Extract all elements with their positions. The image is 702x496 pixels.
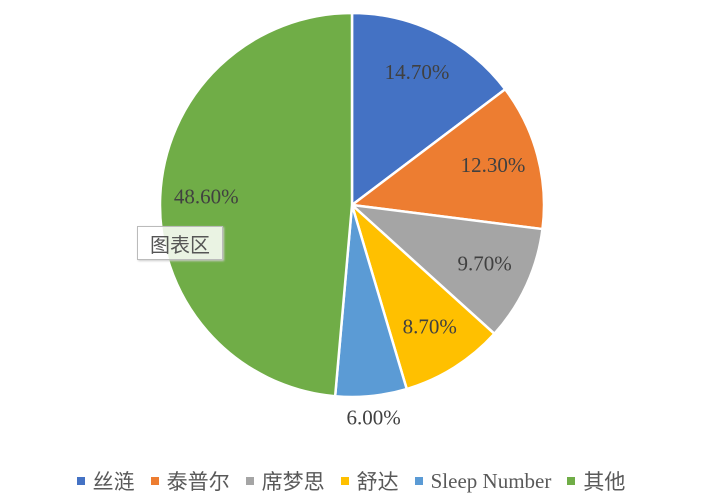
data-label: 9.70%: [457, 252, 511, 276]
data-label: 6.00%: [347, 406, 401, 430]
legend: 丝涟 泰普尔 席梦思 舒达 Sleep Number 其他: [0, 466, 702, 496]
legend-swatch: [567, 477, 576, 485]
legend-swatch: [340, 477, 349, 485]
legend-swatch: [414, 477, 423, 485]
tooltip: 图表区: [137, 226, 223, 260]
legend-swatch: [245, 477, 254, 485]
legend-item: 席梦思: [245, 466, 325, 496]
legend-item: 泰普尔: [150, 466, 230, 496]
pie-slice: [158, 11, 354, 398]
legend-label: 丝涟: [92, 470, 135, 494]
legend-label: 其他: [583, 470, 626, 494]
legend-item: Sleep Number: [414, 466, 552, 496]
legend-label: Sleep Number: [430, 468, 552, 493]
pie-slice: [349, 201, 497, 391]
legend-item: 其他: [567, 466, 625, 496]
pie-slice: [350, 11, 507, 208]
data-label: 8.70%: [403, 314, 457, 338]
data-label: 12.30%: [461, 153, 526, 177]
data-label: 14.70%: [385, 60, 450, 84]
data-label: 48.60%: [174, 184, 239, 208]
legend-swatch: [150, 477, 159, 485]
chart: 14.70% 12.30% 9.70% 8.70% 6.00% 48.60%: [158, 11, 546, 430]
legend-item: 舒达: [340, 466, 399, 496]
pie-slice: [348, 203, 544, 336]
legend-item: 丝涟: [76, 466, 135, 496]
pie-slice: [348, 87, 546, 231]
legend-swatch: [76, 477, 85, 485]
legend-label: 席梦思: [261, 470, 325, 494]
legend-label: 舒达: [356, 470, 399, 494]
legend-label: 泰普尔: [166, 470, 230, 494]
